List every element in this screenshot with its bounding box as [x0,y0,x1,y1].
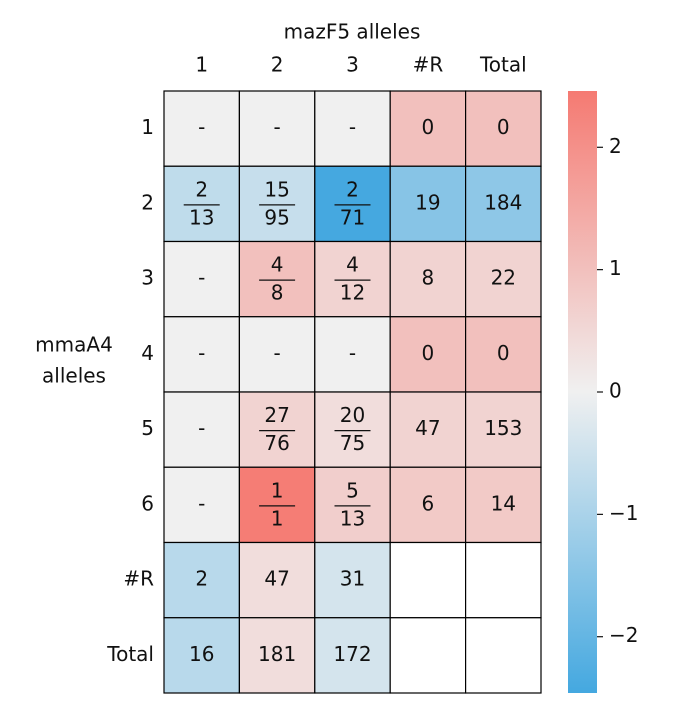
cell-label: 153 [484,416,522,440]
fraction-numerator: 4 [271,253,284,277]
fraction-denominator: 71 [340,205,365,229]
heatmap-cell [314,391,391,468]
cell-label: - [198,266,205,290]
fraction-numerator: 2 [346,177,359,201]
fraction-numerator: 15 [264,177,289,201]
fraction-denominator: 12 [340,281,365,305]
cell-label: - [349,341,356,365]
cell-label: 19 [415,190,440,214]
heatmap-cell [389,541,467,619]
heatmap-cell [465,541,542,619]
x-tick-label: 3 [346,53,359,77]
fraction-numerator: 1 [271,478,284,502]
x-tick-label: 2 [271,53,284,77]
heatmap-cell [238,541,316,619]
cell-label: - [273,341,280,365]
heatmap-cell [465,165,542,243]
x-tick-label: 1 [195,53,208,77]
heatmap-cell [238,391,316,468]
cell-label: 47 [264,567,289,591]
cell-label: - [198,341,205,365]
cell-label: - [349,115,356,139]
heatmap-cell [163,165,241,243]
colorbar-tick-label: 1 [609,256,622,280]
cell-label: 0 [497,115,510,139]
x-tick-label: Total [479,53,527,77]
heatmap-cell [238,316,316,393]
cell-label: - [198,115,205,139]
fraction-denominator: 75 [340,431,365,455]
fraction-numerator: 27 [264,403,289,427]
cell-label: - [198,416,205,440]
fraction-denominator: 13 [189,205,214,229]
cell-label: 8 [422,266,435,290]
cell-label: 0 [422,341,435,365]
heatmap-cell [465,316,542,393]
y-tick-label: 5 [141,416,154,440]
cell-label: 172 [333,642,371,666]
y-tick-label: 3 [141,266,154,290]
y-tick-label: 6 [141,491,154,515]
heatmap-cell [163,90,241,167]
fraction-denominator: 13 [340,506,365,530]
cell-label: - [198,491,205,515]
heatmap-cell [238,240,316,318]
y-tick-label: #R [123,567,154,591]
heatmap-cell [389,316,467,393]
heatmap-cell [314,617,391,694]
y-tick-label: 2 [141,190,154,214]
heatmap-cell [314,90,391,167]
cell-label: 6 [422,491,435,515]
fraction-denominator: 1 [271,506,284,530]
y-axis-label: alleles [42,364,106,388]
heatmap-cell [465,617,542,694]
cell-label: 31 [340,567,365,591]
cell-label: 181 [258,642,296,666]
heatmap-cell [163,391,241,468]
fraction-denominator: 76 [264,431,289,455]
heatmap-cell [238,90,316,167]
heatmap-cell [314,316,391,393]
cell-label: 47 [415,416,440,440]
chart-title: mazF5 alleles [284,20,421,44]
y-axis-label: mmaA4 [35,333,113,357]
y-tick-label: Total [106,642,154,666]
heatmap-cell [163,316,241,393]
fraction-numerator: 20 [340,403,365,427]
x-tick-label: #R [413,53,444,77]
cell-label: 2 [195,567,208,591]
fraction-denominator: 95 [264,205,289,229]
colorbar-tick-label: −1 [609,501,638,525]
cell-label: 14 [491,491,516,515]
heatmap-cell [465,466,542,544]
heatmap-cell [389,617,467,694]
fraction-numerator: 5 [346,478,359,502]
cell-label: 0 [422,115,435,139]
cell-label: - [273,115,280,139]
cell-label: 16 [189,642,214,666]
heatmap-cell [163,617,241,694]
fraction-numerator: 2 [195,177,208,201]
heatmap-cell [389,90,467,167]
fraction-numerator: 4 [346,253,359,277]
cell-label: 22 [491,266,516,290]
colorbar-tick-label: −2 [609,623,638,647]
heatmap-cell [314,541,391,619]
heatmap-cell [163,541,241,619]
colorbar-tick-label: 2 [609,134,622,158]
y-tick-label: 4 [141,341,154,365]
cell-label: 184 [484,190,522,214]
heatmap-cell [389,165,467,243]
fraction-denominator: 8 [271,281,284,305]
colorbar-tick-label: 0 [609,379,622,403]
colorbar [568,91,597,693]
heatmap-cell [465,240,542,318]
y-tick-label: 1 [141,115,154,139]
cell-label: 0 [497,341,510,365]
